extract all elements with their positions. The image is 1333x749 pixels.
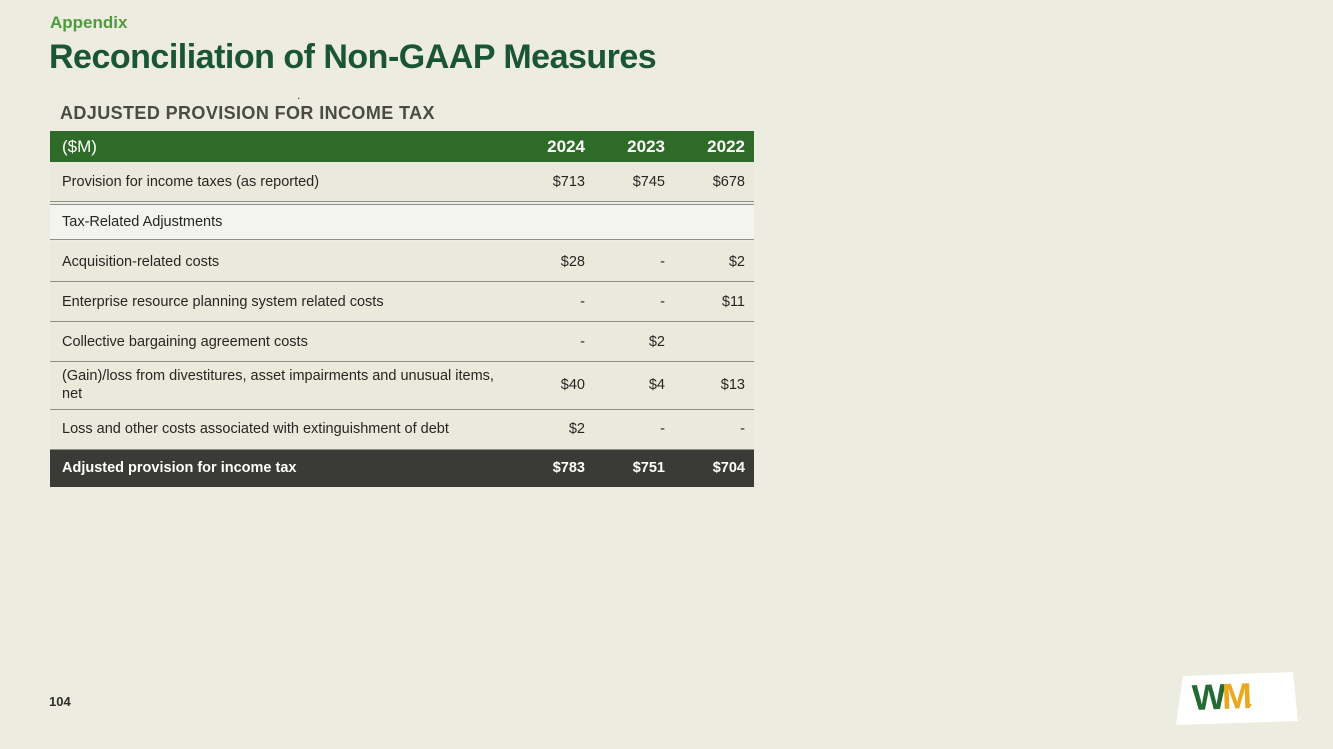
row-value-2024: $713 [552,173,585,190]
row-value-2023: $2 [648,333,665,350]
table-subheader-row: Tax-Related Adjustments [50,204,754,241]
total-label: Adjusted provision for income tax [62,459,297,476]
table-header-row: ($M) 2024 2023 2022 [50,131,754,163]
table-row: Acquisition-related costs $28 - $2 [50,242,754,283]
total-value-2022: $704 [712,460,745,476]
page-number: 104 [49,694,71,709]
table-row: Enterprise resource planning system rela… [50,282,754,323]
total-value-2023: $751 [632,460,665,476]
row-label: Acquisition-related costs [62,253,220,270]
wm-logo-m: M [1221,675,1249,717]
row-label: Loss and other costs associated with ext… [62,420,449,437]
wm-logo: WM. [1174,670,1302,728]
total-value-2024: $783 [552,460,585,476]
table-total-row: Adjusted provision for income tax $783 $… [50,449,754,487]
table-row: Collective bargaining agreement costs - … [50,322,754,363]
row-value-2022: $678 [712,173,745,190]
wm-logo-text: WM. [1191,675,1253,719]
row-value-2022: - [740,421,745,437]
wm-logo-trademark-dot: . [1247,692,1253,710]
row-value-2024: - [580,293,585,310]
row-label: Enterprise resource planning system rela… [62,293,384,310]
row-label: Collective bargaining agreement costs [62,333,308,350]
row-value-2024: - [580,333,585,350]
row-value-2022: $2 [728,253,745,270]
row-value-2022: $13 [720,377,745,394]
row-label: (Gain)/loss from divestitures, asset imp… [62,368,494,403]
row-value-2024: $40 [560,377,585,394]
year-header-2024: 2024 [547,136,585,156]
stray-mark: . [297,88,301,102]
eyebrow-label: Appendix [50,13,128,32]
row-value-2024: $28 [560,253,585,270]
unit-label: ($M) [62,137,97,156]
row-value-2022: $11 [721,293,745,310]
wm-logo-w: W [1191,676,1223,719]
year-header-2023: 2023 [627,136,665,156]
table-row: Loss and other costs associated with ext… [50,409,754,450]
row-value-2023: - [660,253,665,270]
row-value-2023: - [660,293,665,310]
wm-logo-plate [1176,672,1298,725]
page-title: Reconciliation of Non-GAAP Measures [49,38,657,76]
table-row: (Gain)/loss from divestitures, asset imp… [50,362,754,410]
section-title: ADJUSTED PROVISION FOR INCOME TAX [60,103,435,123]
row-label: Tax-Related Adjustments [62,214,223,231]
reconciliation-table: ($M) 2024 2023 2022 Provision for income… [50,131,754,487]
row-value-2023: $4 [648,377,665,394]
row-value-2023: $745 [632,173,665,190]
table-row: Provision for income taxes (as reported)… [50,162,754,203]
year-header-2022: 2022 [707,136,745,156]
row-value-2024: $2 [568,421,585,437]
row-value-2023: - [660,421,665,437]
row-label: Provision for income taxes (as reported) [62,173,320,190]
